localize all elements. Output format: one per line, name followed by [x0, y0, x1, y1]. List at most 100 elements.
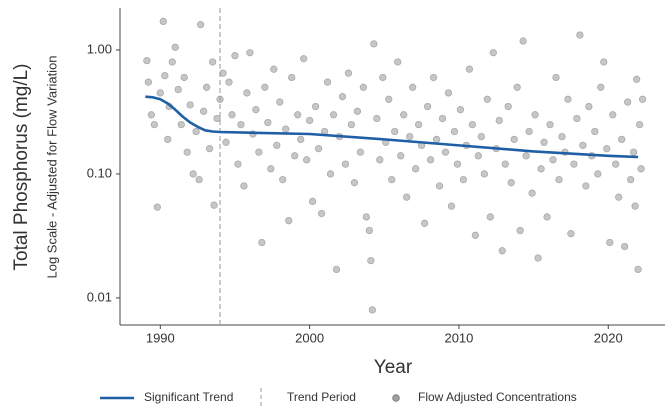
- x-tick-label: 2010: [444, 330, 473, 345]
- legend-label: Trend Period: [287, 390, 356, 404]
- data-point: [180, 73, 188, 82]
- data-point: [432, 135, 441, 144]
- data-point: [438, 114, 447, 123]
- data-point: [414, 120, 423, 129]
- data-point: [159, 17, 167, 26]
- data-point: [459, 175, 468, 184]
- data-point: [240, 182, 248, 190]
- data-point: [498, 247, 506, 255]
- data-point: [367, 256, 375, 265]
- data-point: [618, 135, 626, 144]
- data-point: [205, 144, 214, 153]
- data-point: [300, 55, 308, 63]
- data-point: [258, 238, 266, 247]
- data-point: [543, 213, 551, 221]
- data-point: [471, 231, 480, 239]
- data-point: [288, 73, 296, 82]
- data-point: [252, 106, 260, 114]
- data-point: [507, 179, 515, 187]
- data-point: [189, 170, 197, 178]
- y-tick-label: 0.10: [87, 165, 112, 180]
- data-point: [186, 101, 194, 109]
- data-point: [210, 201, 218, 209]
- data-point: [394, 58, 402, 66]
- data-point: [453, 160, 462, 168]
- data-point: [612, 160, 620, 168]
- data-point: [480, 170, 488, 178]
- data-point: [552, 73, 560, 82]
- data-point: [350, 179, 359, 187]
- data-point: [489, 49, 497, 57]
- data-point: [338, 93, 347, 101]
- data-point: [522, 152, 530, 160]
- data-point: [332, 265, 341, 274]
- data-point: [501, 160, 509, 168]
- data-point: [156, 89, 164, 97]
- data-point: [597, 83, 605, 91]
- data-point: [196, 21, 205, 29]
- data-point: [373, 114, 381, 123]
- data-point: [171, 43, 179, 51]
- y-tick-label: 0.01: [87, 289, 112, 304]
- data-point: [624, 98, 632, 106]
- data-point: [347, 120, 356, 129]
- data-point: [385, 95, 393, 103]
- data-point: [570, 160, 578, 168]
- data-point: [174, 85, 182, 94]
- data-point: [629, 148, 638, 156]
- data-point: [534, 254, 542, 262]
- data-point: [477, 132, 485, 141]
- data-point: [468, 120, 477, 129]
- data-point: [243, 89, 251, 97]
- data-point: [261, 83, 269, 91]
- data-point: [255, 148, 263, 156]
- data-point: [549, 156, 557, 164]
- data-point: [208, 58, 217, 66]
- data-point: [615, 193, 623, 201]
- data-point: [582, 182, 590, 190]
- data-point: [161, 72, 169, 80]
- data-point: [359, 83, 368, 91]
- data-point: [591, 127, 599, 136]
- data-point: [420, 219, 429, 227]
- data-point: [234, 160, 242, 168]
- data-point: [362, 213, 371, 221]
- data-point: [510, 135, 518, 144]
- data-point: [216, 95, 224, 103]
- data-point: [444, 89, 453, 97]
- data-point: [406, 132, 414, 141]
- data-point: [409, 83, 417, 91]
- data-point: [143, 57, 151, 65]
- data-point: [403, 193, 411, 201]
- data-point: [388, 175, 396, 184]
- data-point: [341, 160, 350, 168]
- data-point: [297, 135, 305, 144]
- data-point: [308, 197, 317, 206]
- data-point: [285, 217, 293, 225]
- data-point: [585, 102, 593, 111]
- data-point: [225, 78, 233, 86]
- y-tick-label: 1.00: [87, 41, 112, 56]
- legend-label: Significant Trend: [144, 390, 233, 404]
- data-point: [573, 114, 581, 123]
- data-point: [379, 73, 387, 82]
- data-point: [311, 102, 320, 111]
- data-point: [447, 202, 456, 210]
- data-point: [564, 95, 572, 103]
- data-point: [495, 116, 503, 125]
- data-point: [474, 152, 483, 160]
- data-point: [603, 144, 611, 153]
- data-point: [483, 95, 491, 103]
- data-point: [540, 138, 548, 146]
- data-point: [513, 83, 521, 91]
- data-point: [423, 102, 432, 111]
- data-point: [435, 182, 444, 190]
- data-point: [246, 49, 254, 57]
- data-point: [202, 83, 211, 91]
- data-point: [365, 226, 374, 235]
- data-point: [635, 120, 644, 129]
- data-point: [546, 120, 554, 129]
- data-point: [329, 111, 338, 119]
- data-point: [305, 116, 314, 125]
